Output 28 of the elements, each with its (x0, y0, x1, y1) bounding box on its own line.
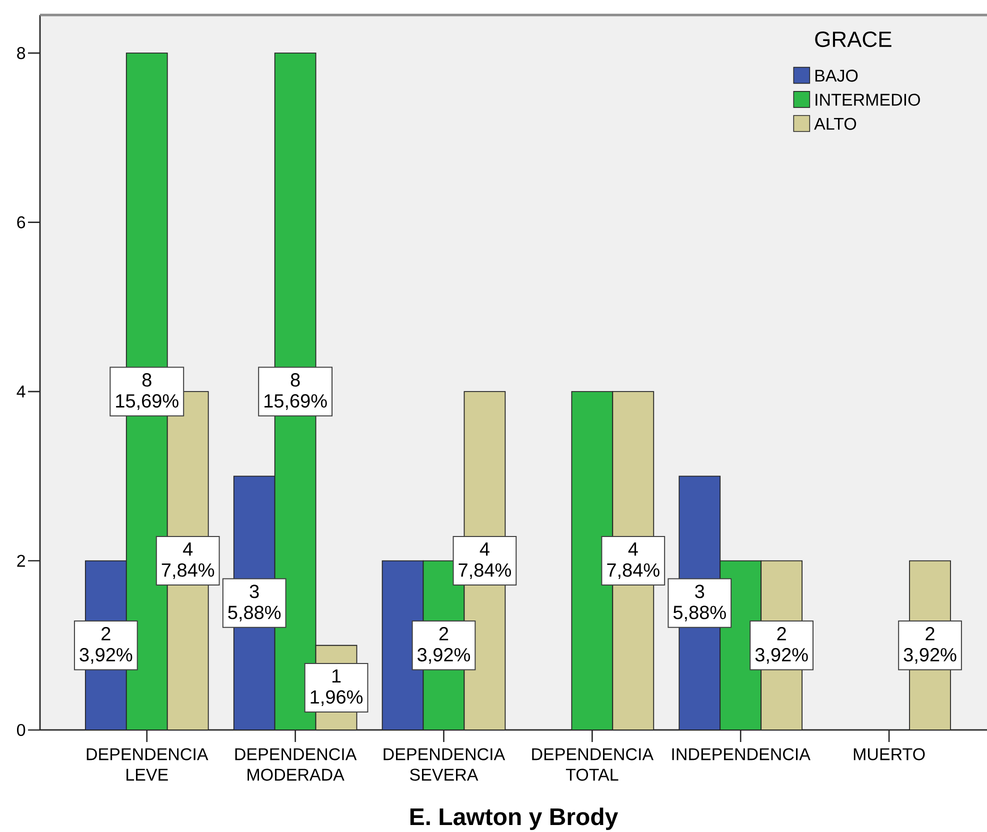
data-label: 4 7,84% (162, 542, 214, 580)
y-tick-label: 2 (17, 554, 25, 567)
data-label: 3 5,88% (673, 584, 726, 622)
data-label: 4 7,84% (458, 542, 511, 580)
x-tick-label: INDEPENDENCIA (672, 748, 810, 760)
y-tick-label: 8 (17, 47, 26, 60)
x-tick-label: DEPENDENCIA LEVE (86, 748, 208, 781)
data-label: 3 5,88% (228, 584, 281, 622)
data-label: 2 3,92% (80, 627, 132, 664)
legend-label: ALTO (814, 118, 856, 130)
data-label: 1 1,96% (310, 669, 363, 706)
data-label: 8 15,69% (264, 373, 327, 410)
y-tick-label: 6 (17, 216, 26, 228)
data-label: 2 3,92% (755, 627, 808, 664)
data-label: 2 3,92% (904, 627, 956, 664)
legend-label: BAJO (815, 70, 858, 82)
legend-title: GRACE (815, 31, 892, 48)
x-tick-label: DEPENDENCIA MODERADA (235, 748, 357, 781)
x-tick-label: MUERTO (854, 748, 925, 760)
y-tick-label: 0 (17, 724, 26, 736)
data-label: 2 3,92% (418, 627, 470, 664)
data-label: 8 15,69% (116, 373, 178, 410)
legend-label: INTERMEDIO (816, 94, 920, 106)
x-tick-label: DEPENDENCIA TOTAL (532, 748, 654, 781)
data-label: 4 7,84% (607, 542, 660, 580)
x-axis-title: E. Lawton y Brody (410, 808, 618, 830)
y-tick-label: 4 (16, 386, 26, 398)
x-tick-label: DEPENDENCIA SEVERA (384, 748, 506, 781)
